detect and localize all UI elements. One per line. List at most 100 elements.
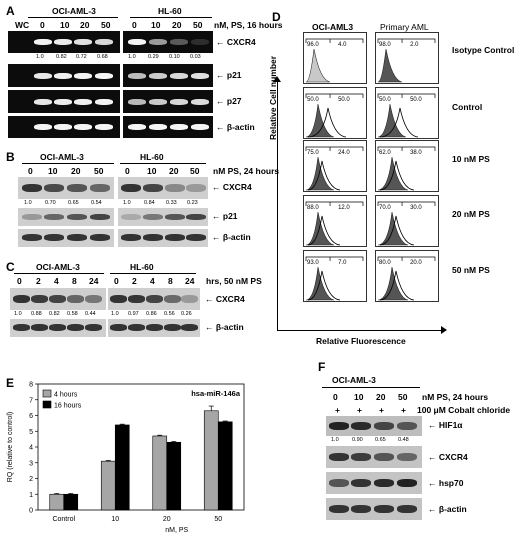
blot-band: [67, 324, 84, 331]
panel-a-line-right: [130, 17, 212, 18]
panel-c-lane-right-3: 8: [168, 276, 173, 286]
panel-b-blot-p21-right: [118, 208, 208, 226]
panel-b-row-cxcr4-text: CXCR4: [222, 182, 252, 192]
panel-f-lane-1: 10: [354, 392, 364, 402]
panel-f-blot-cxcr4: [326, 446, 422, 468]
panel-c-quant-left-4: 0.44: [85, 311, 96, 317]
gate-marker: [377, 201, 436, 206]
panel-a-gel-p21-left: [8, 64, 120, 87]
histogram-plot: [377, 38, 436, 83]
panel-a-lane-left-10: 10: [60, 20, 70, 30]
histogram-overlay: [379, 270, 415, 301]
gate-percent-right: 38.0: [410, 150, 422, 156]
gel-band: [95, 39, 113, 45]
blot-band: [31, 324, 48, 331]
panel-c-quant-right-2: 0.86: [146, 311, 157, 317]
histogram-right-0: 98.0 2.0: [375, 32, 439, 84]
histogram-left-0: 96.0 4.0: [303, 32, 367, 84]
gate-percent-left: 75.0: [307, 150, 319, 156]
panel-f-blot-hif: [326, 416, 422, 436]
panel-label-c: C: [6, 260, 15, 274]
panel-f-row-hif: ← HIF1α: [428, 420, 463, 430]
panel-a-row-p27: ← p27: [216, 96, 242, 106]
blot-band: [110, 324, 127, 331]
panel-b-line-right: [120, 163, 206, 164]
gel-band: [128, 124, 146, 130]
blot-band: [22, 184, 42, 192]
panel-label-d: D: [272, 10, 281, 24]
histogram-overlay: [307, 215, 341, 246]
panel-b-quant-right-1: 0.84: [144, 200, 155, 206]
panel-a-quant-right-3: 0.03: [190, 54, 201, 60]
gel-band: [149, 39, 167, 45]
gate-percent-right: 12.0: [338, 205, 350, 211]
panel-b-row-cxcr4: ← CXCR4: [212, 182, 252, 192]
panel-f-quant-1: 0.90: [352, 437, 363, 443]
panel-f-quant-0: 1.0: [331, 437, 339, 443]
panel-f-cobalt-2: +: [379, 405, 384, 415]
panel-c-quant-left-2: 0.82: [49, 311, 60, 317]
gate-percent-left: 88.0: [307, 205, 319, 211]
legend-label: 16 hours: [54, 403, 82, 410]
blot-band: [164, 295, 181, 303]
gel-band: [34, 39, 52, 45]
blot-band: [67, 184, 87, 192]
gate-percent-left: 62.0: [379, 150, 391, 156]
blot-band: [44, 234, 64, 241]
histogram-plot: [377, 146, 436, 191]
gate-marker: [305, 93, 364, 98]
blot-band: [85, 324, 102, 331]
panel-c-condition: hrs, 50 nM PS: [206, 276, 262, 286]
panel-b-quant-left-0: 1.0: [24, 200, 32, 206]
panel-f-row-hif-text: HIF1α: [438, 420, 463, 430]
histogram-overlay: [379, 215, 415, 246]
blot-band: [351, 505, 371, 513]
panel-f-row-actin-text: β-actin: [438, 504, 467, 514]
gate-percent-left: 98.0: [379, 42, 391, 48]
gel-band: [128, 39, 146, 45]
panel-c-lane-left-1: 2: [36, 276, 41, 286]
panel-a-row-p27-text: p27: [226, 96, 242, 106]
gel-band: [149, 73, 167, 79]
panel-c-quant-right-3: 0.56: [164, 311, 175, 317]
panel-d-xaxis-arrow: [277, 330, 442, 331]
panel-c-blot-cxcr4-right: [108, 288, 200, 310]
gel-band: [54, 124, 72, 130]
legend-label: 4 hours: [54, 392, 78, 399]
y-tick-label: 7: [29, 397, 33, 404]
y-tick-label: 5: [29, 429, 33, 436]
blot-band: [374, 505, 394, 513]
panel-a-row-p21-text: p21: [226, 70, 242, 80]
blot-band: [165, 184, 185, 192]
histogram-right-3: 70.0 30.0: [375, 195, 439, 247]
blot-band: [143, 184, 163, 192]
panel-f-cobalt-label: 100 μM Cobalt chloride: [417, 405, 511, 415]
histogram-right-4: 80.0 20.0: [375, 250, 439, 302]
panel-d-row-label-4: 50 nM PS: [452, 265, 490, 275]
panel-c-blot-cxcr4-left: [10, 288, 106, 310]
blot-band: [351, 422, 371, 430]
panel-c-quant-right-4: 0.26: [181, 311, 192, 317]
y-tick-label: 4: [29, 445, 33, 452]
gel-band: [54, 73, 72, 79]
gel-band: [74, 73, 92, 79]
gel-band: [74, 124, 92, 130]
gate-percent-right: 7.0: [338, 260, 347, 266]
histogram-plot: [305, 38, 364, 83]
blot-band: [374, 479, 394, 487]
gate-marker: [377, 93, 436, 98]
blot-band: [397, 479, 417, 487]
panel-a-quant-right-2: 0.10: [169, 54, 180, 60]
y-tick-label: 6: [29, 413, 33, 420]
panel-c-quant-left-3: 0.58: [67, 311, 78, 317]
panel-f-row-cxcr4-text: CXCR4: [438, 452, 468, 462]
panel-b-lane-right-2: 20: [169, 166, 179, 176]
panel-b-line-left: [22, 163, 114, 164]
bar-4h: [203, 410, 219, 511]
blot-band: [128, 295, 145, 303]
gate-percent-right: 30.0: [410, 205, 422, 211]
panel-b-condition: nM PS, 24 hours: [213, 166, 280, 176]
histogram-peak: [305, 156, 335, 191]
panel-b-quant-right-0: 1.0: [123, 200, 131, 206]
panel-a-lane-left-0: 0: [40, 20, 45, 30]
